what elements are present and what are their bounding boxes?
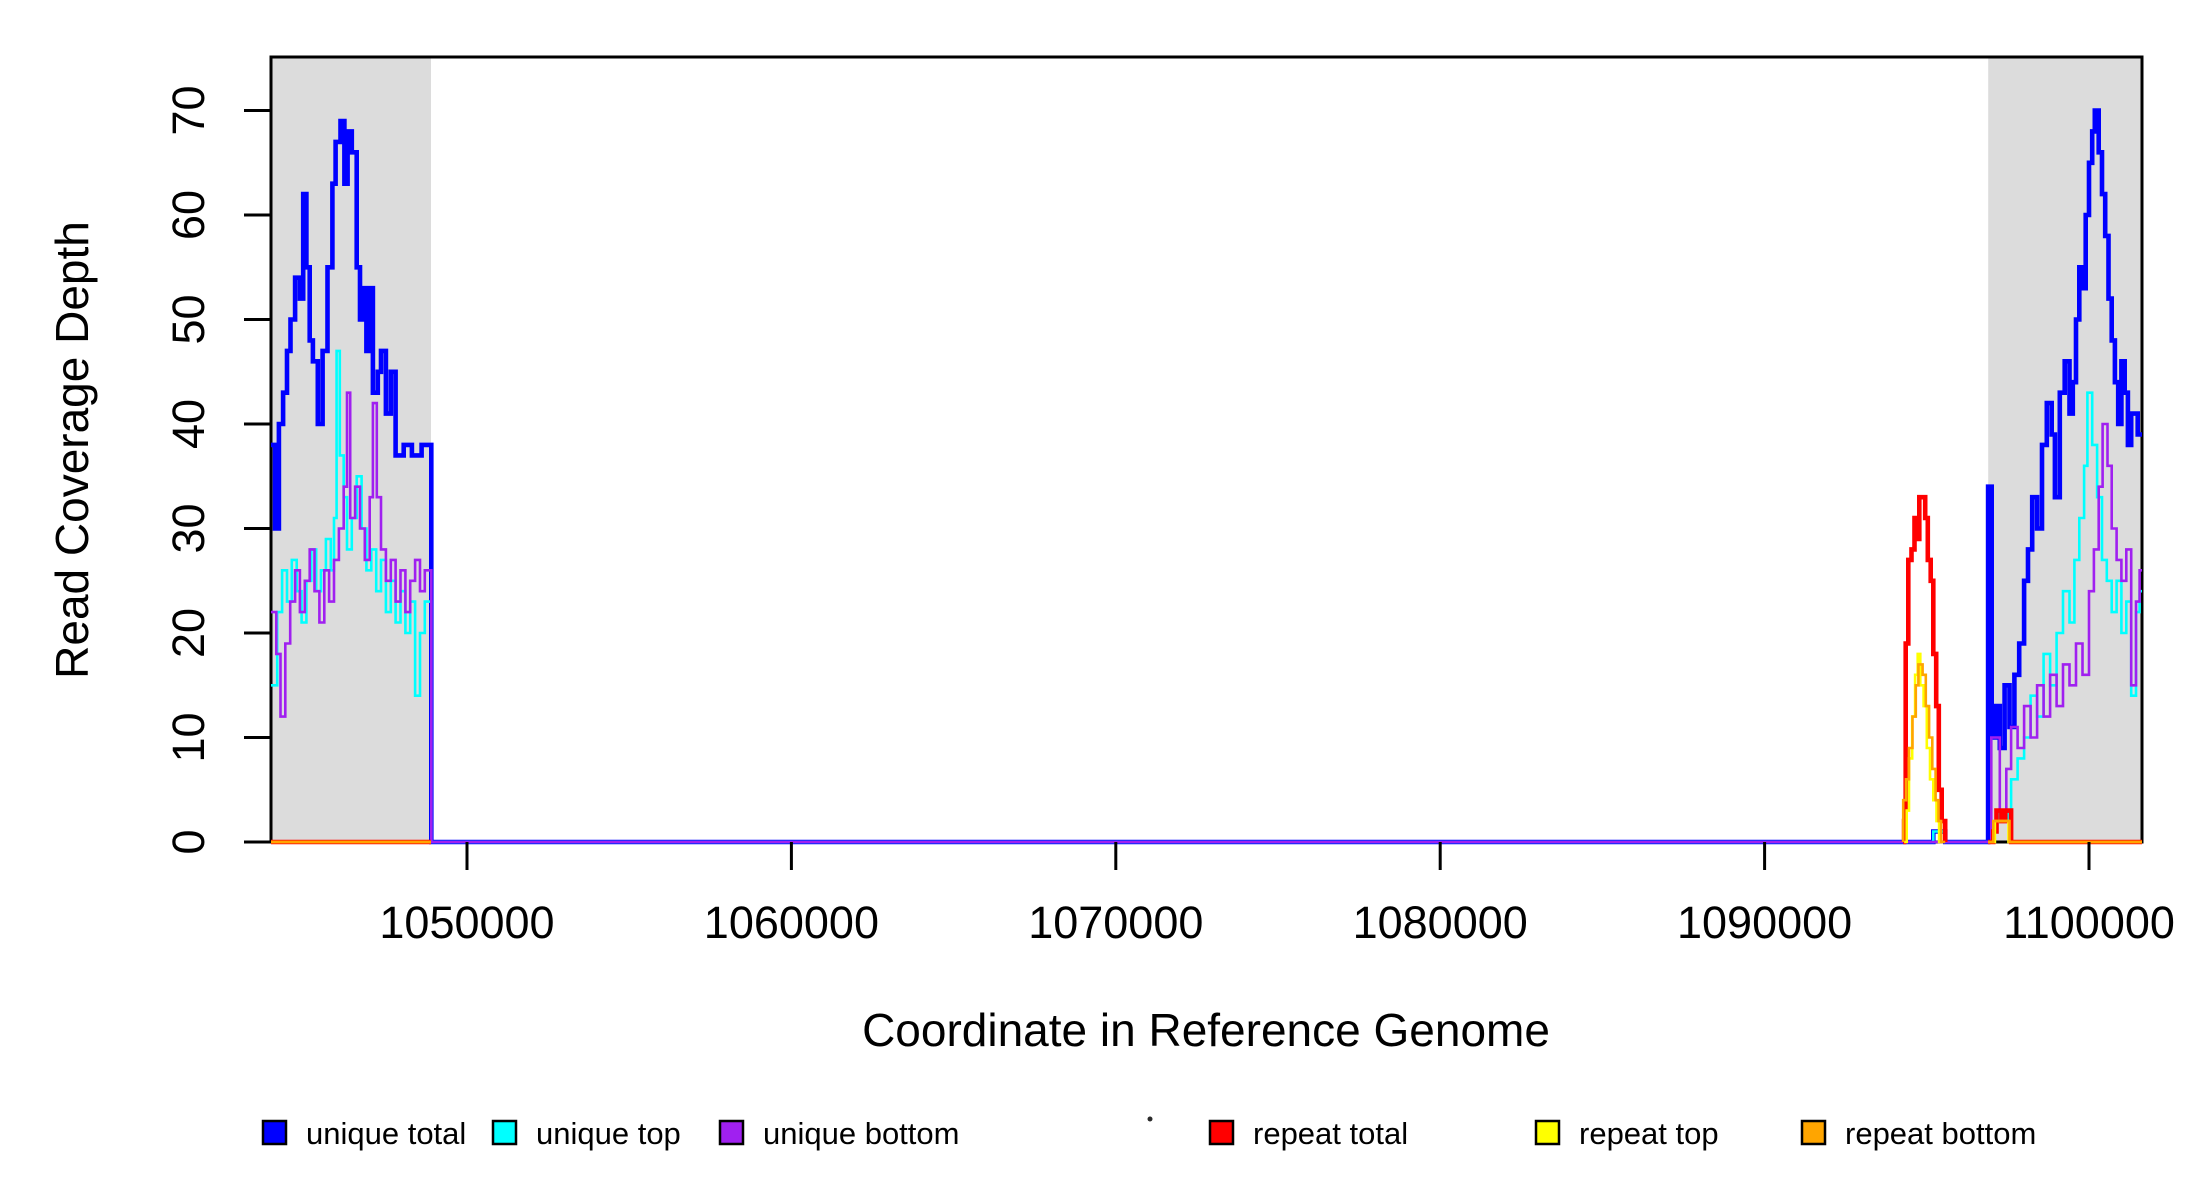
y-tick-label-50: 50 [163,294,214,344]
series-unique-top-seg0 [271,349,2142,844]
legend-swatch-unique-bottom [718,1119,745,1146]
y-tick-label-10: 10 [163,712,214,762]
legend-label-repeat-bottom: repeat bottom [1845,1116,2036,1151]
x-tick-label-1070000: 1070000 [1028,897,1203,948]
x-tick-label-1090000: 1090000 [1677,897,1852,948]
y-tick-label-0: 0 [163,829,214,854]
series-repeat-bottom-seg1 [1901,663,1946,844]
x-tick-label-1060000: 1060000 [704,897,879,948]
plot-border [269,55,2144,844]
series-unique-total-seg0 [271,108,2142,845]
legend: unique total unique top unique bottom repea… [261,1116,2036,1151]
legend-label-repeat-total: repeat total [1253,1116,1408,1151]
legend-swatch-repeat-top [1534,1119,1561,1146]
legend-label-unique-total: unique total [306,1116,466,1151]
series-layer [271,108,2142,845]
y-tick-label-70: 70 [163,85,214,135]
legend-swatch-repeat-total [1208,1119,1235,1146]
highlight-regions-layer [271,57,2142,842]
axes-layer: 0 10 20 30 40 50 60 70 1050000 1060000 1070000 1080… [163,85,2175,948]
y-tick-label-40: 40 [163,399,214,449]
y-tick-label-60: 60 [163,190,214,240]
legend-swatch-repeat-bottom [1800,1119,1827,1146]
x-tick-label-1080000: 1080000 [1353,897,1528,948]
series-repeat-total-seg1 [1901,494,1948,845]
y-tick-label-20: 20 [163,608,214,658]
legend-stray-dot [1147,1116,1153,1122]
series-repeat-bottom-seg2 [1988,819,2142,844]
legend-label-unique-top: unique top [536,1116,681,1151]
legend-swatch-unique-total [261,1119,288,1146]
plot-box-layer [269,55,2144,844]
y-tick-label-30: 30 [163,503,214,553]
y-axis-title: Read Coverage Depth [46,221,98,679]
x-axis-title: Coordinate in Reference Genome [862,1004,1550,1056]
x-tick-label-1100000: 1100000 [2003,897,2175,948]
series-unique-bottom-seg0 [271,391,2142,844]
x-tick-label-1050000: 1050000 [379,897,554,948]
legend-label-repeat-top: repeat top [1579,1116,1719,1151]
legend-label-unique-bottom: unique bottom [763,1116,959,1151]
legend-swatch-unique-top [491,1119,518,1146]
